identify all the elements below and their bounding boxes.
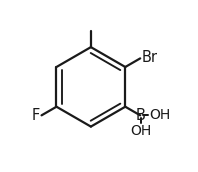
Text: OH: OH [149, 108, 170, 122]
Text: OH: OH [130, 124, 151, 138]
Text: Br: Br [142, 50, 158, 65]
Text: B: B [136, 108, 146, 123]
Text: F: F [32, 108, 40, 123]
